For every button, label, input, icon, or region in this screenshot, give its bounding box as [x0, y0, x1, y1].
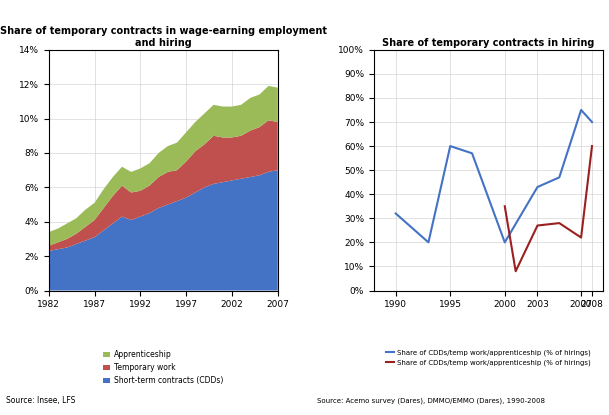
Title: Share of temporary contracts in wage-earning employment
and hiring: Share of temporary contracts in wage-ear…	[0, 26, 326, 48]
Legend: Apprenticeship, Temporary work, Short-term contracts (CDDs): Apprenticeship, Temporary work, Short-te…	[100, 347, 227, 388]
Title: Share of temporary contracts in hiring: Share of temporary contracts in hiring	[382, 38, 594, 48]
Text: Source: Acemo survey (Dares), DMMO/EMMO (Dares), 1990-2008: Source: Acemo survey (Dares), DMMO/EMMO …	[317, 398, 544, 404]
Text: Source: Insee, LFS: Source: Insee, LFS	[6, 395, 76, 405]
Legend: Share of CDDs/temp work/apprenticeship (% of hirings), Share of CDDs/temp work/a: Share of CDDs/temp work/apprenticeship (…	[383, 347, 594, 369]
